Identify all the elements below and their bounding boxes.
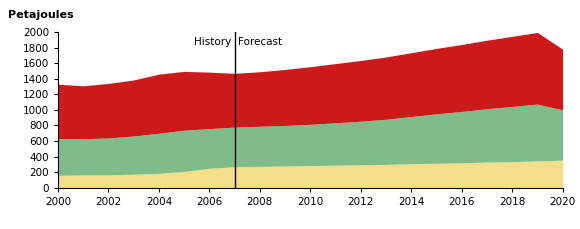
Text: History: History (194, 37, 231, 47)
Text: Petajoules: Petajoules (8, 10, 73, 20)
Text: Forecast: Forecast (238, 37, 282, 47)
